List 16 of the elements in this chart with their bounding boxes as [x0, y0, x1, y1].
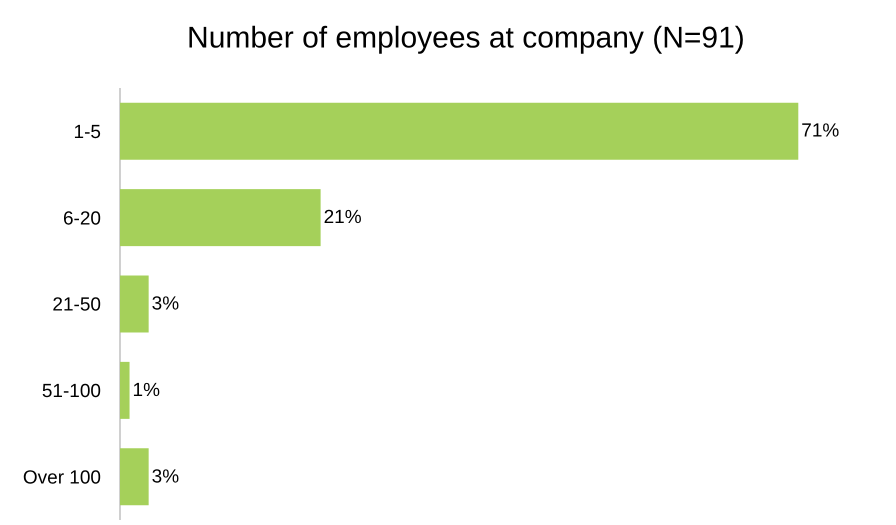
bar [120, 102, 798, 160]
bar [120, 189, 321, 246]
data-label: 3% [152, 294, 180, 314]
data-label: 21% [324, 207, 362, 228]
bar [120, 448, 149, 506]
y-tick-label: 1-5 [74, 122, 101, 143]
chart-title: Number of employees at company (N=91) [187, 21, 745, 54]
y-tick-label: 21-50 [52, 294, 101, 316]
data-label: 71% [801, 120, 840, 142]
bar [120, 362, 130, 419]
data-label: 3% [152, 466, 180, 488]
y-tick-label: Over 100 [22, 467, 101, 488]
data-label: 1% [132, 380, 160, 401]
y-tick-label: 6-20 [62, 208, 101, 230]
bar [120, 275, 149, 333]
y-tick-label: 51-100 [42, 381, 101, 402]
